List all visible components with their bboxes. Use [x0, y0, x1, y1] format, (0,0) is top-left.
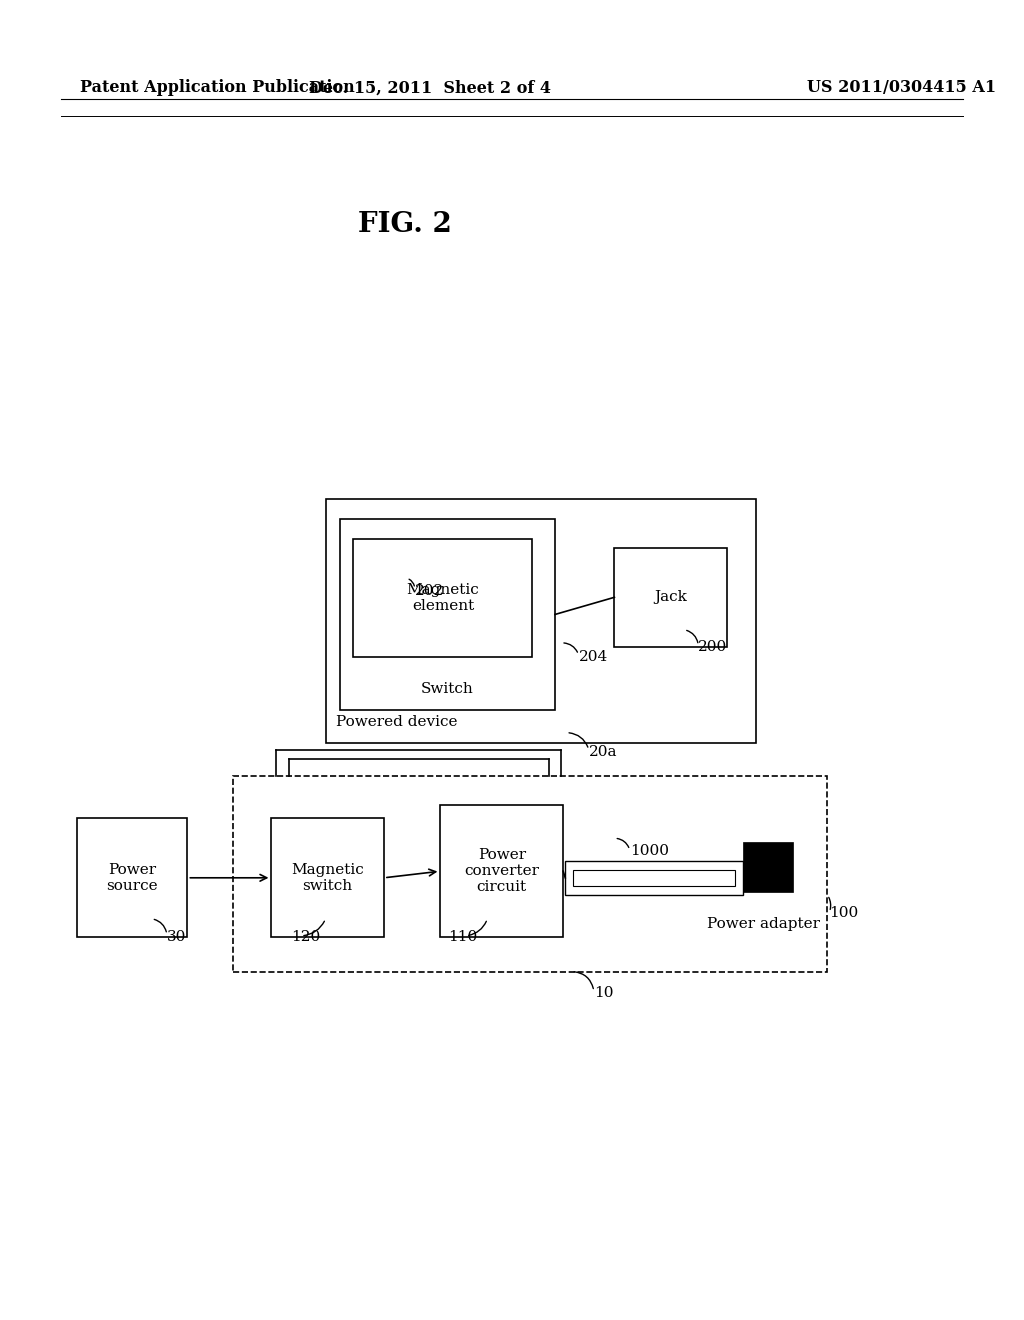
Text: 1000: 1000	[630, 845, 669, 858]
Text: 30: 30	[167, 931, 186, 944]
Bar	[614, 548, 727, 647]
Text: Patent Application Publication: Patent Application Publication	[80, 79, 354, 96]
Text: Power adapter: Power adapter	[707, 917, 819, 931]
Bar	[233, 776, 827, 972]
Bar	[565, 861, 743, 895]
Text: FIG. 2: FIG. 2	[357, 211, 452, 238]
Text: 120: 120	[291, 931, 321, 944]
Bar	[326, 499, 756, 743]
Bar	[743, 842, 793, 892]
Bar	[573, 870, 735, 886]
Bar	[353, 539, 532, 657]
Text: 204: 204	[579, 651, 608, 664]
Text: Powered device: Powered device	[336, 715, 458, 729]
Text: US 2011/0304415 A1: US 2011/0304415 A1	[807, 79, 995, 96]
Text: Magnetic
element: Magnetic element	[407, 583, 479, 612]
Text: 20a: 20a	[589, 746, 617, 759]
Text: Jack: Jack	[654, 590, 687, 605]
Text: 100: 100	[829, 907, 859, 920]
Bar	[77, 818, 187, 937]
Text: Dec. 15, 2011  Sheet 2 of 4: Dec. 15, 2011 Sheet 2 of 4	[309, 79, 551, 96]
Bar	[440, 805, 563, 937]
Text: 110: 110	[449, 931, 478, 944]
Text: 202: 202	[415, 585, 444, 598]
Bar	[271, 818, 384, 937]
Bar	[340, 519, 555, 710]
Text: Magnetic
switch: Magnetic switch	[291, 863, 365, 892]
Text: Power
source: Power source	[106, 863, 158, 892]
Text: 10: 10	[594, 986, 613, 999]
Text: Power
converter
circuit: Power converter circuit	[464, 847, 540, 895]
Text: 200: 200	[698, 640, 728, 653]
Text: Switch: Switch	[421, 682, 474, 696]
